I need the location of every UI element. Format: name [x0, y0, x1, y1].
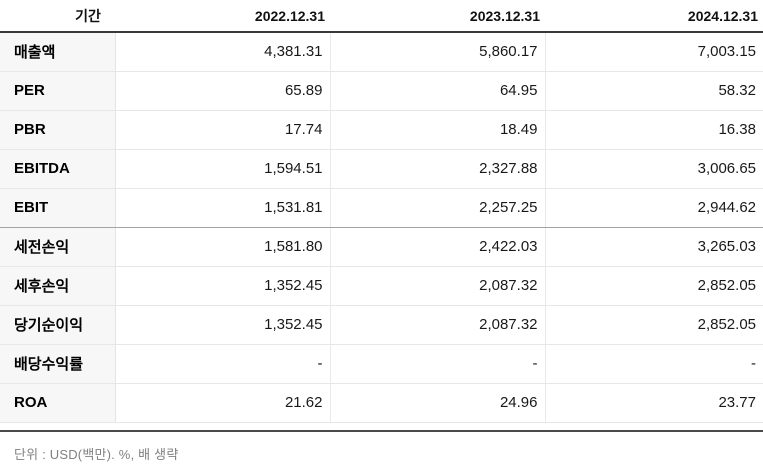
cell-value: 64.95: [329, 71, 545, 111]
cell-value: 4,381.31: [114, 32, 330, 72]
date-column-header-2022: 2022.12.31: [115, 0, 330, 33]
financial-summary-table: 기간 2022.12.31 2023.12.31 2024.12.31 매출액 4…: [0, 0, 763, 423]
cell-value: 2,087.32: [329, 266, 545, 306]
cell-value: 18.49: [329, 110, 545, 150]
row-label: ROA: [0, 383, 116, 423]
row-label: PBR: [0, 110, 116, 150]
table-row: EBIT 1,531.81 2,257.25 2,944.62: [0, 188, 763, 228]
table-row: 세전손익 1,581.80 2,422.03 3,265.03: [0, 227, 763, 267]
cell-value: 2,944.62: [544, 188, 763, 228]
cell-value: -: [329, 344, 545, 384]
cell-value: 1,531.81: [114, 188, 330, 228]
row-label: EBITDA: [0, 149, 116, 189]
cell-value: 21.62: [114, 383, 330, 423]
cell-value: -: [544, 344, 763, 384]
cell-value: 5,860.17: [329, 32, 545, 72]
row-label: 배당수익률: [0, 344, 116, 384]
row-label: 세후손익: [0, 266, 116, 306]
cell-value: 17.74: [114, 110, 330, 150]
table-row: ROA 21.62 24.96 23.77: [0, 383, 763, 423]
table-row: 당기순이익 1,352.45 2,087.32 2,852.05: [0, 305, 763, 345]
cell-value: 2,852.05: [544, 305, 763, 345]
table-row: EBITDA 1,594.51 2,327.88 3,006.65: [0, 149, 763, 189]
cell-value: 58.32: [544, 71, 763, 111]
cell-value: 3,006.65: [544, 149, 763, 189]
table-row: PBR 17.74 18.49 16.38: [0, 110, 763, 150]
cell-value: 2,087.32: [329, 305, 545, 345]
unit-footnote: 단위 : USD(백만). %, 배 생략: [14, 446, 179, 462]
table-header-row: 기간 2022.12.31 2023.12.31 2024.12.31: [0, 0, 763, 33]
table-row: PER 65.89 64.95 58.32: [0, 71, 763, 111]
cell-value: 1,594.51: [114, 149, 330, 189]
cell-value: 1,352.45: [114, 305, 330, 345]
cell-value: -: [114, 344, 330, 384]
table-body: 매출액 4,381.31 5,860.17 7,003.15 PER 65.89 64.95…: [0, 32, 763, 423]
cell-value: 2,327.88: [329, 149, 545, 189]
row-label: EBIT: [0, 188, 116, 228]
period-header-cell: 기간: [0, 0, 115, 33]
row-label: 세전손익: [0, 227, 116, 267]
row-label: PER: [0, 71, 116, 111]
table-row: 매출액 4,381.31 5,860.17 7,003.15: [0, 32, 763, 72]
bottom-divider: [0, 429, 763, 432]
cell-value: 2,422.03: [329, 227, 545, 267]
cell-value: 16.38: [544, 110, 763, 150]
cell-value: 2,852.05: [544, 266, 763, 306]
date-column-header-2023: 2023.12.31: [330, 0, 545, 33]
cell-value: 3,265.03: [544, 227, 763, 267]
cell-value: 1,581.80: [114, 227, 330, 267]
cell-value: 24.96: [329, 383, 545, 423]
row-label: 당기순이익: [0, 305, 116, 345]
table-row: 배당수익률 - - -: [0, 344, 763, 384]
cell-value: 1,352.45: [114, 266, 330, 306]
cell-value: 23.77: [544, 383, 763, 423]
cell-value: 7,003.15: [544, 32, 763, 72]
cell-value: 2,257.25: [329, 188, 545, 228]
table-row: 세후손익 1,352.45 2,087.32 2,852.05: [0, 266, 763, 306]
date-column-header-2024: 2024.12.31: [545, 0, 763, 33]
cell-value: 65.89: [114, 71, 330, 111]
row-label: 매출액: [0, 32, 116, 72]
